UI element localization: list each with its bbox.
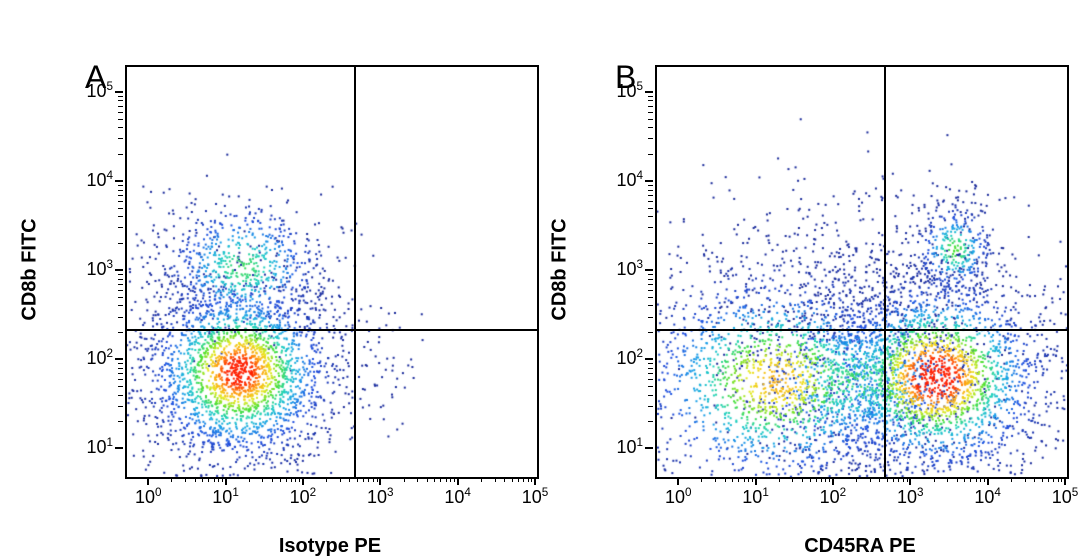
y-tick: 101	[63, 437, 113, 458]
x-axis-label-b: CD45RA PE	[655, 535, 1065, 558]
x-tick: 101	[731, 487, 781, 508]
x-tick: 104	[433, 487, 483, 508]
y-axis-label-b: CD8b FITC	[549, 170, 572, 370]
plot-frame-a	[125, 65, 539, 479]
y-tick: 103	[63, 259, 113, 280]
y-tick: 102	[593, 348, 643, 369]
x-tick: 104	[963, 487, 1013, 508]
scatter-canvas-a	[127, 67, 537, 477]
y-tick: 103	[593, 259, 643, 280]
quadrant-hline-a	[127, 329, 537, 331]
flow-panel-b: B CD8b FITC CD45RA PE 100101101102102103…	[655, 65, 1065, 475]
x-axis-label-a: Isotype PE	[125, 535, 535, 558]
y-tick: 102	[63, 348, 113, 369]
y-tick: 101	[593, 437, 643, 458]
x-tick: 102	[808, 487, 858, 508]
y-tick: 104	[63, 170, 113, 191]
x-tick: 101	[201, 487, 251, 508]
quadrant-hline-b	[657, 329, 1067, 331]
x-tick: 100	[123, 487, 173, 508]
x-tick: 100	[653, 487, 703, 508]
x-tick: 103	[355, 487, 405, 508]
quadrant-vline-a	[354, 67, 356, 477]
y-tick: 104	[593, 170, 643, 191]
x-tick: 105	[510, 487, 560, 508]
quadrant-vline-b	[884, 67, 886, 477]
y-tick: 105	[63, 81, 113, 102]
x-tick: 105	[1040, 487, 1080, 508]
y-axis-label-a: CD8b FITC	[19, 170, 42, 370]
x-tick: 103	[885, 487, 935, 508]
x-tick: 102	[278, 487, 328, 508]
flow-panel-a: A CD8b FITC Isotype PE 10010110110210210…	[125, 65, 535, 475]
y-tick: 105	[593, 81, 643, 102]
plot-frame-b	[655, 65, 1069, 479]
scatter-canvas-b	[657, 67, 1067, 477]
